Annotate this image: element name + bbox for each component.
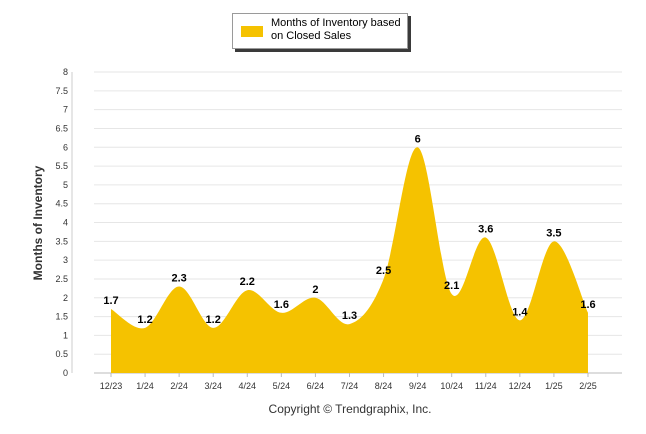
x-tick-label: 8/24	[375, 381, 393, 391]
y-axis-title: Months of Inventory	[31, 165, 45, 280]
x-tick-label: 7/24	[341, 381, 359, 391]
data-label: 2	[312, 284, 318, 296]
y-tick-label: 3	[63, 255, 68, 265]
y-tick-label: 6	[63, 142, 68, 152]
data-label: 3.6	[478, 224, 493, 236]
data-labels: 1.7 1.2 2.3 1.2 2.2 1.6 2 1.3 2.5 6 2.1 3.6 1.4 3.5 1.…	[103, 133, 595, 326]
y-axis-ticks: 0 0.5 1 1.5 2 2.5 3 3.5 4 4.5 5 5.5 6 6.5 7 7.5 8	[55, 67, 68, 378]
y-tick-label: 4.5	[55, 199, 68, 209]
data-label: 1.6	[580, 299, 595, 311]
data-label: 1.4	[512, 306, 528, 318]
x-tick-label: 2/24	[170, 381, 188, 391]
x-tick-label: 11/24	[475, 381, 497, 391]
y-tick-label: 6.5	[55, 123, 68, 133]
legend-swatch	[241, 26, 263, 37]
y-tick-label: 1	[63, 330, 68, 340]
y-tick-label: 3.5	[55, 236, 68, 246]
data-label: 2.2	[240, 276, 255, 288]
y-tick-label: 7	[63, 105, 68, 115]
x-tick-label: 12/23	[100, 381, 123, 391]
y-tick-label: 8	[63, 67, 68, 77]
y-tick-label: 4	[63, 218, 68, 228]
x-tick-label: 1/25	[545, 381, 563, 391]
legend-label: Months of Inventory based on Closed Sale…	[271, 17, 401, 42]
x-tick-label: 4/24	[239, 381, 257, 391]
data-label: 1.3	[342, 310, 357, 322]
x-tick-label: 5/24	[273, 381, 291, 391]
x-tick-label: 1/24	[136, 381, 154, 391]
data-label: 1.6	[274, 299, 289, 311]
data-label: 1.7	[103, 295, 118, 307]
y-tick-label: 0.5	[55, 349, 68, 359]
data-label: 6	[415, 133, 421, 145]
y-tick-label: 1.5	[55, 312, 68, 322]
x-tick-label: 6/24	[307, 381, 325, 391]
data-label: 1.2	[137, 314, 152, 326]
x-tick-label: 10/24	[440, 381, 463, 391]
y-tick-label: 7.5	[55, 86, 68, 96]
y-tick-label: 2.5	[55, 274, 68, 284]
data-label: 2.5	[376, 265, 391, 277]
legend: Months of Inventory based on Closed Sale…	[232, 13, 408, 49]
y-tick-label: 2	[63, 293, 68, 303]
series-area	[111, 147, 588, 373]
data-label: 2.1	[444, 280, 459, 292]
y-tick-label: 0	[63, 368, 68, 378]
copyright-text: Copyright © Trendgraphix, Inc.	[269, 402, 432, 416]
data-label: 1.2	[206, 314, 221, 326]
data-label: 2.3	[171, 272, 186, 284]
data-label: 3.5	[546, 227, 561, 239]
x-tick-label: 2/25	[579, 381, 597, 391]
x-axis-ticks: 12/23 1/24 2/24 3/24 4/24 5/24 6/24 7/24 8/24 9/2…	[100, 373, 597, 391]
x-tick-label: 12/24	[509, 381, 532, 391]
x-tick-label: 3/24	[204, 381, 222, 391]
y-tick-label: 5	[63, 180, 68, 190]
x-tick-label: 9/24	[409, 381, 427, 391]
y-tick-label: 5.5	[55, 161, 68, 171]
